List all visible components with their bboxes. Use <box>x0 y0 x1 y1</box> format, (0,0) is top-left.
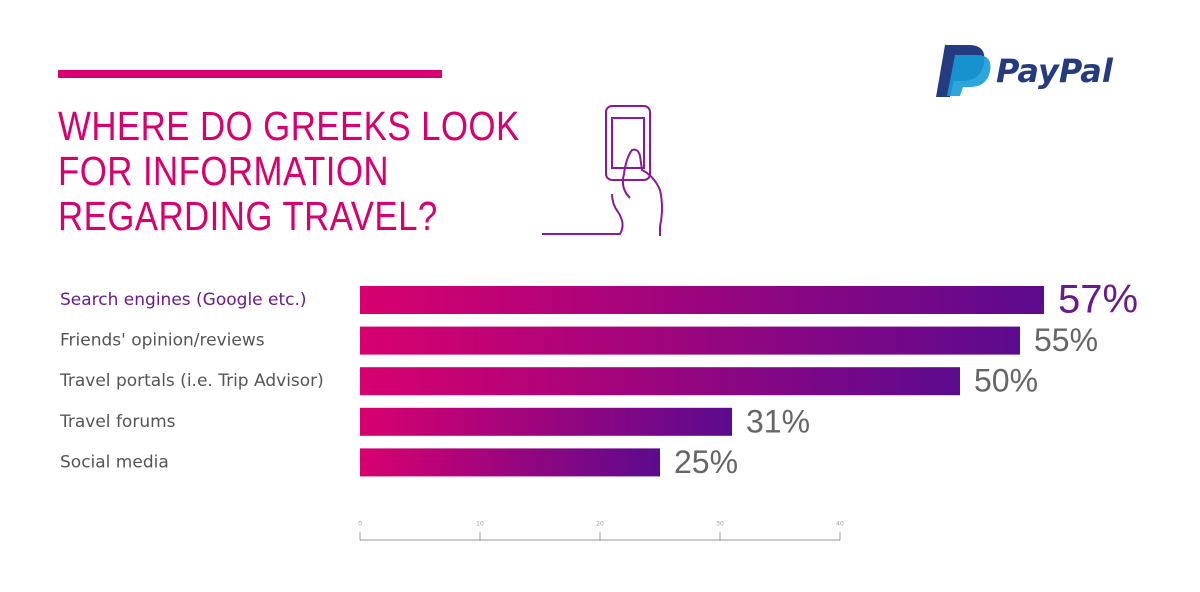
x-tick-label: 40 <box>836 521 844 528</box>
x-tick-label: 10 <box>476 521 484 528</box>
category-label: Travel forums <box>59 412 176 432</box>
paypal-icon <box>936 45 991 97</box>
bar <box>360 448 660 477</box>
x-tick-label: 30 <box>716 521 724 528</box>
value-label: 50% <box>974 363 1038 399</box>
logo-text: PayPal <box>996 52 1113 90</box>
bar <box>360 286 1044 314</box>
value-label: 55% <box>1034 322 1098 358</box>
value-label: 31% <box>746 403 810 439</box>
chart-title: WHERE DO GREEKS LOOK FOR INFORMATION REG… <box>58 103 520 239</box>
x-tick-label: 20 <box>596 521 604 528</box>
accent-bar <box>58 70 442 78</box>
category-label: Friends' opinion/reviews <box>60 331 265 351</box>
category-label: Travel portals (i.e. Trip Advisor) <box>59 371 324 391</box>
bar <box>360 407 732 436</box>
bar <box>360 367 960 396</box>
phone-icon <box>542 105 663 236</box>
x-tick-label: 0 <box>358 521 362 528</box>
category-label: Social media <box>60 452 169 472</box>
category-label: Search engines (Google etc.) <box>60 290 307 310</box>
value-label: 25% <box>674 444 738 480</box>
value-label: 57% <box>1058 278 1138 322</box>
bar <box>360 326 1020 355</box>
